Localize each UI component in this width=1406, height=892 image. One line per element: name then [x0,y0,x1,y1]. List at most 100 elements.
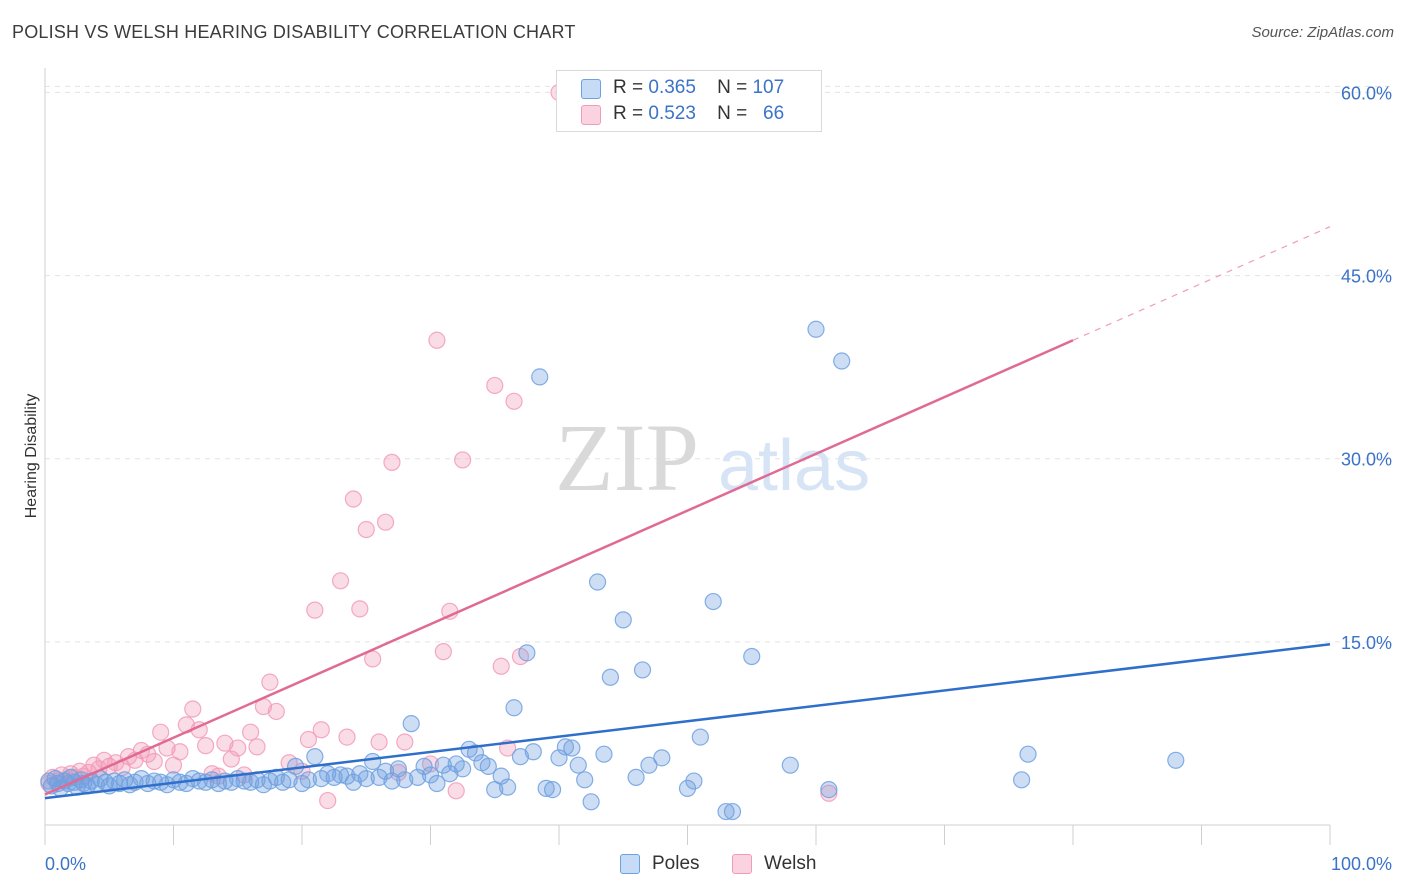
poles-point [454,760,472,778]
poles-point [640,756,658,774]
welsh-point [820,784,838,802]
poles-point [1019,745,1037,763]
poles-point [543,780,562,799]
poles-point [344,773,362,791]
poles-point [627,768,645,786]
y-tick-label: 15.0% [1341,633,1392,653]
poles-point [691,728,709,746]
y-tick-label: 60.0% [1341,83,1392,103]
welsh-trend-line [44,339,1074,796]
poles-point [717,802,735,821]
welsh-point [396,733,414,751]
poles-r-label: R = [613,77,644,98]
watermark-atlas: atlas [718,426,870,506]
poles-point [479,757,497,775]
poles-point [588,573,607,591]
welsh-trend-extension [1072,226,1331,341]
welsh-legend-icon [732,854,752,874]
poles-point [550,749,568,767]
poles-point [633,661,652,679]
poles-point [569,756,587,774]
welsh-point [383,453,401,471]
welsh-point [357,520,375,539]
welsh-point [299,730,318,749]
welsh-point [306,601,324,619]
poles-point [421,766,440,784]
welsh-point [261,673,279,691]
trend-lines [44,226,1331,800]
welsh-point [171,743,189,761]
poles-point [466,744,485,762]
welsh-point [312,721,330,739]
chart-title: POLISH VS WELSH HEARING DISABILITY CORRE… [12,22,576,42]
poles-point [807,320,825,338]
poles-point [704,592,722,611]
poles-legend-label: Poles [652,853,700,874]
x-tick-label: 0.0% [45,854,86,874]
poles-point [685,772,703,790]
legend-poles-stats: R = 0.365 N = 107 [613,76,784,100]
axes [44,68,1331,845]
welsh-r-value: 0.523 [648,103,696,124]
poles-point [576,771,594,789]
poles-point [531,368,549,386]
poles-point [389,760,407,778]
poles-legend-icon [620,854,640,874]
poles-point [743,647,761,666]
poles-point [331,766,350,784]
watermark: ZIP atlas [555,404,870,511]
welsh-point [216,734,234,752]
welsh-point [428,331,446,349]
poles-point [601,668,620,686]
welsh-point [376,513,395,531]
correlation-legend: R = 0.365 N = 107 R = 0.523 N = 66 [556,70,822,132]
poles-point [595,745,613,763]
poles-point [338,767,356,785]
welsh-point [370,733,388,751]
y-tick-label: 30.0% [1341,450,1392,470]
poles-point [518,644,536,662]
poles-point [409,768,427,786]
welsh-point [319,791,337,810]
y-tick-label: 45.0% [1341,267,1392,287]
poles-point [396,771,414,789]
welsh-point [338,728,356,746]
welsh-point [222,750,240,768]
welsh-point [242,723,260,741]
poles-point [1012,771,1031,789]
poles-point [723,802,742,821]
poles-point [376,762,395,780]
watermark-zip: ZIP [555,404,699,511]
poles-point [524,743,542,761]
welsh-point [492,657,510,675]
poles-trend-line [44,643,1331,800]
poles-point [537,779,555,797]
poles-point [499,778,517,796]
poles-r-value: 0.365 [648,77,696,98]
welsh-point [267,702,285,721]
chart-source: Source: ZipAtlas.com [1251,24,1394,41]
poles-point [820,780,838,799]
welsh-point [486,376,504,395]
tick-labels: 15.0% 30.0% 45.0% 60.0% 0.0% 100.0% [45,83,1392,874]
poles-point [582,793,600,811]
welsh-swatch-icon [581,105,601,125]
welsh-point [351,600,369,618]
poles-point [653,749,671,767]
welsh-n-label: N = [717,103,748,124]
poles-point [556,738,575,756]
poles-point [1167,751,1185,769]
poles-point [428,774,446,793]
welsh-r-label: R = [613,103,644,124]
poles-point [402,715,420,733]
poles-point [563,739,581,757]
poles-n-label: N = [717,77,748,98]
poles-point [614,611,632,629]
poles-point [299,771,318,789]
welsh-legend-label: Welsh [764,853,817,874]
x-tick-label: 100.0% [1331,854,1392,874]
poles-n-value: 107 [752,77,785,98]
welsh-point [248,738,266,756]
welsh-point [454,451,472,469]
